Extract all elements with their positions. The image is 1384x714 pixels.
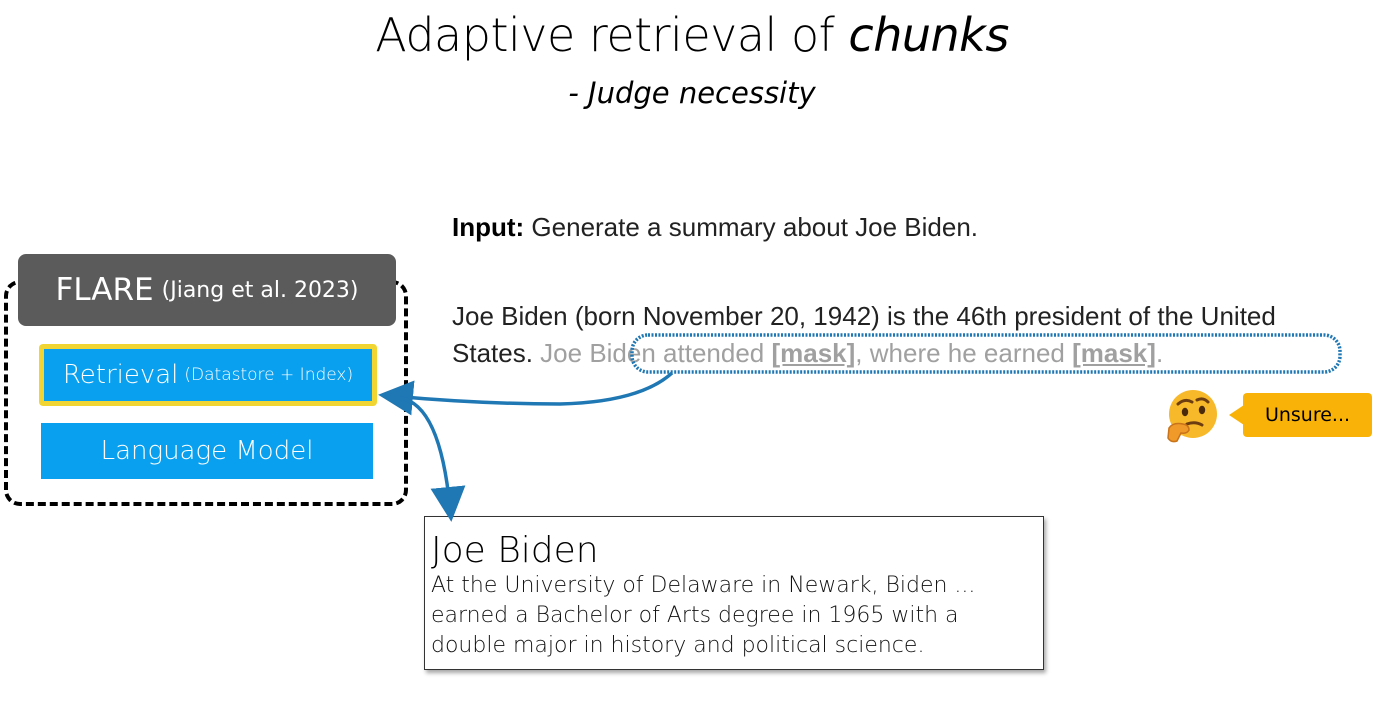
- mask-token-2: [mask]: [1072, 338, 1156, 368]
- generated-output: Joe Biden (born November 20, 1942) is th…: [452, 298, 1352, 372]
- retrieved-doc-title: Joe Biden: [431, 530, 599, 571]
- flare-citation: (Jiang et al. 2023): [161, 277, 359, 303]
- retrieved-doc-line-3: double major in history and political sc…: [431, 633, 925, 658]
- retrieved-doc-line-1: At the University of Delaware in Newark,…: [431, 573, 976, 598]
- retrieved-document-card: Joe Biden At the University of Delaware …: [424, 516, 1044, 670]
- thinking-face-icon: [1167, 390, 1217, 443]
- unsure-badge: Unsure...: [1243, 393, 1372, 437]
- output-plain: Joe Biden (born November 20, 1942) is th…: [452, 301, 1276, 368]
- slide-subtitle: - Judge necessity: [568, 76, 816, 110]
- masked-part-a: Joe Biden attended: [540, 338, 772, 368]
- result-arrow: [399, 396, 466, 522]
- retrieval-box-inner: Retrieval (Datastore + Index): [44, 349, 372, 401]
- input-label: Input:: [452, 212, 525, 242]
- masked-end: .: [1155, 338, 1164, 368]
- slide-title-main: Adaptive retrieval of: [375, 8, 849, 62]
- flare-name: FLARE: [55, 272, 154, 308]
- masked-part-b: , where he earned: [855, 338, 1073, 368]
- masked-sentence-highlight: [630, 333, 1342, 374]
- mask-token-1: [mask]: [771, 338, 856, 368]
- retrieved-doc-line-2: earned a Bachelor of Arts degree in 1965…: [431, 603, 959, 628]
- slide-title: Adaptive retrieval of chunks: [0, 8, 1384, 62]
- retrieval-box: Retrieval (Datastore + Index): [39, 344, 377, 406]
- input-line: Input: Generate a summary about Joe Bide…: [452, 212, 978, 243]
- flare-header: FLARE (Jiang et al. 2023): [18, 254, 396, 326]
- input-text: Generate a summary about Joe Biden.: [531, 212, 979, 242]
- masked-sentence: Joe Biden attended [mask], where he earn…: [540, 338, 1163, 368]
- language-model-box: Language Model: [41, 423, 373, 479]
- unsure-bubble-tail: [1229, 405, 1244, 425]
- retrieval-sublabel: (Datastore + Index): [184, 365, 354, 385]
- slide-title-emphasis: chunks: [848, 8, 1009, 62]
- query-arrow: [378, 371, 674, 416]
- retrieval-label: Retrieval: [62, 360, 179, 390]
